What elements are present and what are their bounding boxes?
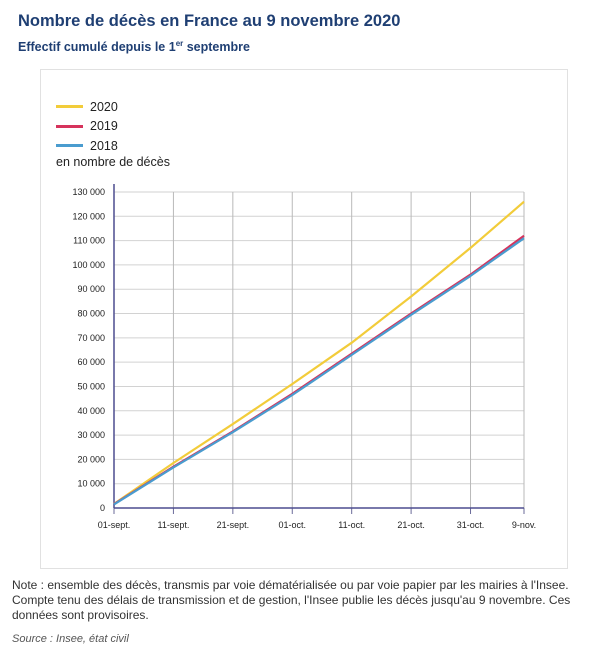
x-tick-label-01-oct: 01-oct. xyxy=(279,520,307,530)
series-line-2019 xyxy=(113,234,525,506)
y-tick-label-110000: 110 000 xyxy=(73,236,105,246)
legend-swatch-2019 xyxy=(56,124,83,128)
y-tick-label-80000: 80 000 xyxy=(77,309,105,319)
legend: 2020 2019 2018 xyxy=(56,97,118,156)
x-tick-label-11-oct: 11-oct. xyxy=(338,520,365,530)
y-tick-label-120000: 120 000 xyxy=(72,211,105,221)
legend-item-2018[interactable]: 2018 xyxy=(56,136,118,156)
chart-panel xyxy=(40,69,568,569)
x-tick-label-21-oct: 21-oct. xyxy=(397,520,425,530)
x-tick-label-21-sept: 21-sept. xyxy=(217,520,250,530)
x-tick-label-11-sept: 11-sept. xyxy=(157,520,189,530)
y-tick-label-20000: 20 000 xyxy=(77,454,105,464)
y-tick-label-30000: 30 000 xyxy=(77,430,105,440)
source-note: Source : Insee, état civil xyxy=(12,633,129,645)
legend-label-2020: 2020 xyxy=(90,99,118,114)
legend-swatch-2018 xyxy=(56,144,83,148)
legend-item-2019[interactable]: 2019 xyxy=(56,117,118,137)
chart-subtitle: Effectif cumulé depuis le 1er septembre xyxy=(18,39,250,54)
y-tick-label-100000: 100 000 xyxy=(72,260,105,270)
y-tick-label-70000: 70 000 xyxy=(77,333,105,343)
legend-label-2019: 2019 xyxy=(90,119,118,134)
y-tick-label-60000: 60 000 xyxy=(77,357,105,367)
y-tick-label-0: 0 xyxy=(100,503,105,513)
x-tick-label-01-sept: 01-sept. xyxy=(98,520,131,530)
footnote: Note : ensemble des décès, transmis par … xyxy=(12,578,571,622)
chart-title: Nombre de décès en France au 9 novembre … xyxy=(18,12,401,30)
y-tick-label-130000: 130 000 xyxy=(72,187,105,197)
y-tick-label-50000: 50 000 xyxy=(77,381,105,391)
legend-swatch-2020 xyxy=(56,105,83,109)
x-tick-label-31-oct: 31-oct. xyxy=(457,520,485,530)
legend-item-2020[interactable]: 2020 xyxy=(56,97,118,117)
series-line-2020 xyxy=(113,200,525,505)
subtitle-superscript: er xyxy=(175,39,184,48)
x-tick-label-9-nov: 9-nov. xyxy=(512,520,536,530)
y-tick-label-10000: 10 000 xyxy=(77,479,105,489)
series-line-2018 xyxy=(113,237,525,506)
y-tick-label-90000: 90 000 xyxy=(77,284,105,294)
y-tick-label-40000: 40 000 xyxy=(77,406,105,416)
legend-label-2018: 2018 xyxy=(90,138,118,153)
subtitle-text-end: septembre xyxy=(183,40,250,55)
y-axis-unit-label: en nombre de décès xyxy=(56,155,170,169)
subtitle-text: Effectif cumulé depuis le 1 xyxy=(18,40,176,55)
